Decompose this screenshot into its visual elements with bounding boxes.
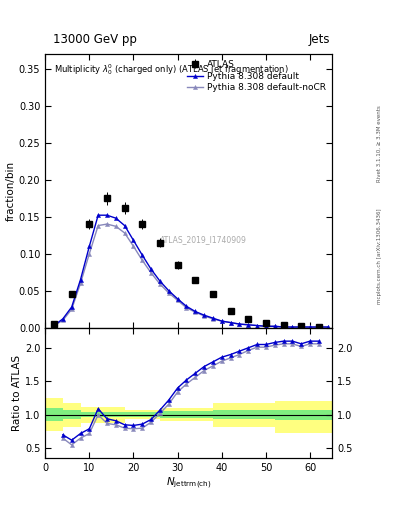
Pythia 8.308 default-noCR bbox=[325, 324, 330, 330]
Pythia 8.308 default-noCR bbox=[184, 305, 189, 311]
Pythia 8.308 default bbox=[78, 276, 83, 283]
Pythia 8.308 default-noCR bbox=[61, 317, 65, 324]
Pythia 8.308 default-noCR bbox=[290, 324, 295, 330]
Pythia 8.308 default-noCR bbox=[78, 280, 83, 286]
Pythia 8.308 default bbox=[272, 323, 277, 329]
Pythia 8.308 default bbox=[325, 324, 330, 330]
Pythia 8.308 default bbox=[114, 215, 118, 221]
Pythia 8.308 default bbox=[51, 323, 56, 329]
Pythia 8.308 default bbox=[308, 324, 312, 330]
Pythia 8.308 default-noCR bbox=[202, 313, 206, 319]
Pythia 8.308 default-noCR bbox=[51, 323, 56, 329]
Text: Multiplicity $\lambda_0^0$ (charged only) (ATLAS jet fragmentation): Multiplicity $\lambda_0^0$ (charged only… bbox=[54, 62, 288, 77]
Pythia 8.308 default bbox=[166, 288, 171, 294]
Pythia 8.308 default bbox=[175, 296, 180, 302]
Pythia 8.308 default-noCR bbox=[114, 223, 118, 229]
Pythia 8.308 default bbox=[87, 243, 92, 249]
Pythia 8.308 default-noCR bbox=[299, 324, 303, 330]
Pythia 8.308 default-noCR bbox=[96, 223, 101, 229]
Pythia 8.308 default bbox=[61, 316, 65, 322]
Pythia 8.308 default-noCR bbox=[158, 281, 162, 287]
Pythia 8.308 default bbox=[316, 324, 321, 330]
Pythia 8.308 default-noCR bbox=[149, 270, 154, 276]
Pythia 8.308 default bbox=[202, 312, 206, 318]
Text: ATLAS_2019_I1740909: ATLAS_2019_I1740909 bbox=[160, 236, 246, 245]
Pythia 8.308 default bbox=[246, 322, 251, 328]
Pythia 8.308 default-noCR bbox=[105, 221, 109, 227]
Pythia 8.308 default-noCR bbox=[211, 316, 215, 322]
Pythia 8.308 default-noCR bbox=[166, 290, 171, 296]
Pythia 8.308 default bbox=[211, 315, 215, 321]
Pythia 8.308 default-noCR bbox=[87, 251, 92, 257]
Pythia 8.308 default bbox=[69, 304, 74, 310]
Pythia 8.308 default bbox=[299, 324, 303, 330]
Pythia 8.308 default bbox=[264, 323, 268, 329]
Legend: ATLAS, Pythia 8.308 default, Pythia 8.308 default-noCR: ATLAS, Pythia 8.308 default, Pythia 8.30… bbox=[185, 58, 328, 94]
Pythia 8.308 default bbox=[140, 252, 145, 258]
Pythia 8.308 default-noCR bbox=[131, 243, 136, 249]
Pythia 8.308 default-noCR bbox=[69, 306, 74, 312]
Pythia 8.308 default-noCR bbox=[193, 309, 198, 315]
Pythia 8.308 default-noCR bbox=[219, 318, 224, 324]
Text: Jets: Jets bbox=[309, 33, 330, 46]
Pythia 8.308 default-noCR bbox=[264, 323, 268, 329]
Pythia 8.308 default-noCR bbox=[255, 323, 259, 329]
Pythia 8.308 default-noCR bbox=[140, 258, 145, 264]
Pythia 8.308 default bbox=[184, 303, 189, 309]
Pythia 8.308 default-noCR bbox=[228, 319, 233, 326]
Pythia 8.308 default bbox=[219, 318, 224, 324]
Line: Pythia 8.308 default: Pythia 8.308 default bbox=[52, 213, 330, 329]
Pythia 8.308 default bbox=[255, 323, 259, 329]
X-axis label: $N_{\rm jettrm(ch)}$: $N_{\rm jettrm(ch)}$ bbox=[166, 476, 211, 492]
Pythia 8.308 default bbox=[237, 321, 242, 327]
Y-axis label: Ratio to ATLAS: Ratio to ATLAS bbox=[12, 355, 22, 431]
Text: mcplots.cern.ch [arXiv:1306.3436]: mcplots.cern.ch [arXiv:1306.3436] bbox=[377, 208, 382, 304]
Text: 13000 GeV pp: 13000 GeV pp bbox=[53, 33, 137, 46]
Pythia 8.308 default bbox=[105, 212, 109, 218]
Pythia 8.308 default-noCR bbox=[246, 322, 251, 328]
Pythia 8.308 default-noCR bbox=[122, 230, 127, 236]
Text: Rivet 3.1.10, ≥ 3.3M events: Rivet 3.1.10, ≥ 3.3M events bbox=[377, 105, 382, 182]
Pythia 8.308 default bbox=[281, 324, 286, 330]
Pythia 8.308 default bbox=[122, 223, 127, 229]
Pythia 8.308 default bbox=[290, 324, 295, 330]
Pythia 8.308 default-noCR bbox=[175, 297, 180, 304]
Pythia 8.308 default bbox=[158, 278, 162, 284]
Pythia 8.308 default-noCR bbox=[308, 324, 312, 330]
Pythia 8.308 default-noCR bbox=[272, 323, 277, 329]
Pythia 8.308 default-noCR bbox=[316, 324, 321, 330]
Pythia 8.308 default bbox=[193, 308, 198, 314]
Pythia 8.308 default-noCR bbox=[281, 324, 286, 330]
Y-axis label: fraction/bin: fraction/bin bbox=[6, 161, 16, 221]
Line: Pythia 8.308 default-noCR: Pythia 8.308 default-noCR bbox=[52, 222, 330, 329]
Pythia 8.308 default bbox=[96, 212, 101, 218]
Pythia 8.308 default-noCR bbox=[237, 321, 242, 327]
Pythia 8.308 default bbox=[149, 266, 154, 272]
Pythia 8.308 default bbox=[131, 237, 136, 243]
Pythia 8.308 default bbox=[228, 319, 233, 326]
